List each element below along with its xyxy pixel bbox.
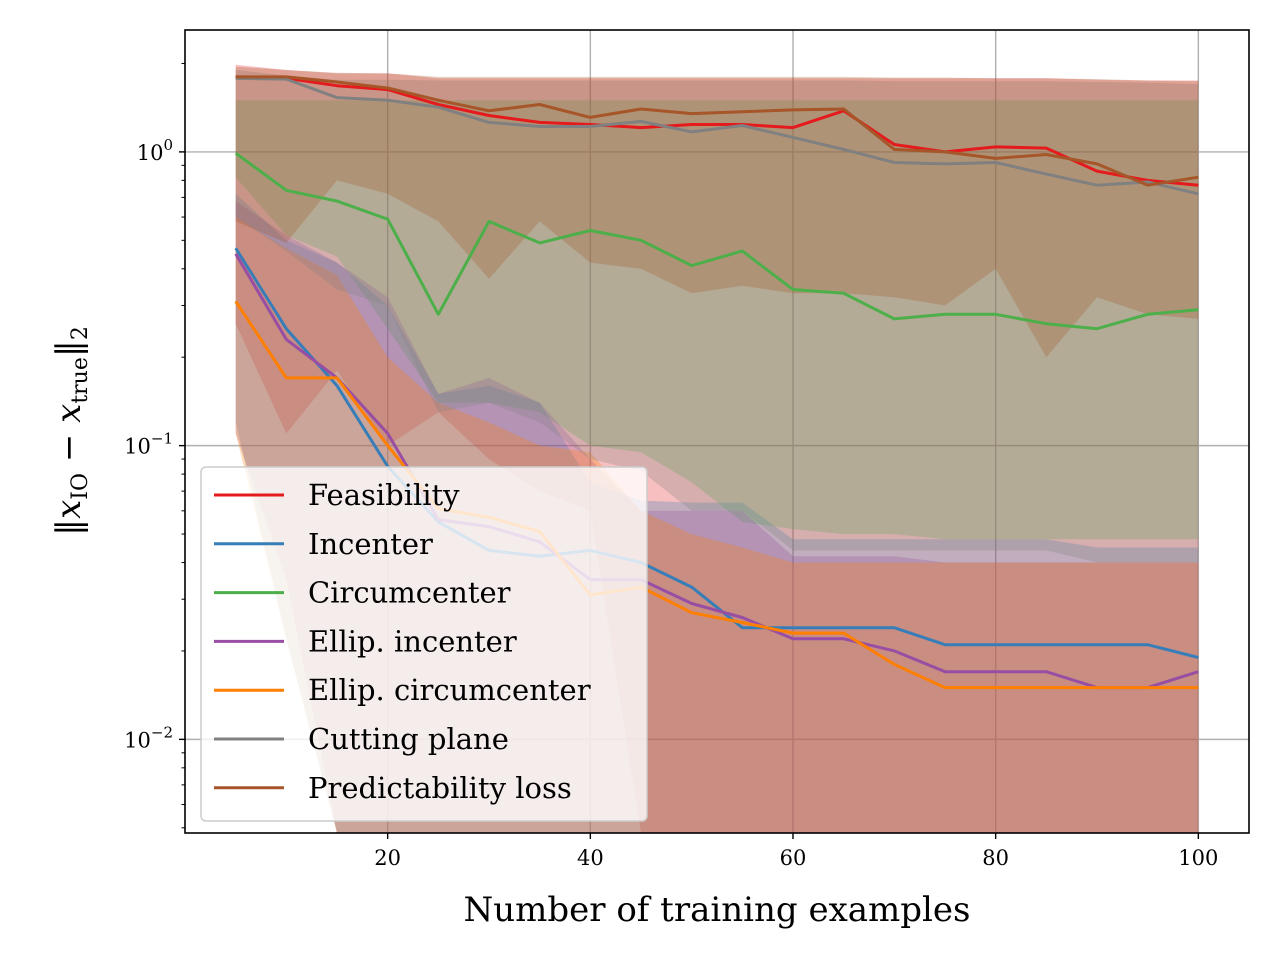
x-tick-label: 40 xyxy=(577,846,604,870)
band-feasibility xyxy=(235,64,1199,833)
line-circumcenter xyxy=(234,151,1199,331)
line-ellip-circumcenter xyxy=(234,300,1199,690)
band-circumcenter xyxy=(235,100,1199,540)
legend: Feasibility Incenter Circumcenter Ellip. in… xyxy=(200,466,648,822)
x-axis-title: Number of training examples xyxy=(463,890,970,930)
x-tick-label: 60 xyxy=(780,846,807,870)
axis-ticks: 20 40 60 80 100 10−2 10−1 100 xyxy=(124,62,1218,870)
legend-label: Predictability loss xyxy=(308,771,572,805)
legend-label: Ellip. incenter xyxy=(308,624,517,658)
legend-label: Cutting plane xyxy=(308,722,509,756)
line-predictability-loss xyxy=(235,75,1199,187)
legend-label: Ellip. circumcenter xyxy=(308,673,591,707)
legend-label: Feasibility xyxy=(308,478,460,512)
legend-label: Circumcenter xyxy=(308,576,511,610)
band-predictability-loss xyxy=(235,66,1199,358)
y-tick-label: 100 xyxy=(137,136,173,165)
line-cutting-plane xyxy=(235,76,1199,196)
y-tick-label: 10−2 xyxy=(124,723,173,752)
x-tick-label: 100 xyxy=(1178,846,1218,870)
line-ellip-incenter xyxy=(234,253,1199,690)
x-tick-label: 80 xyxy=(982,846,1009,870)
x-tick-label: 20 xyxy=(374,846,401,870)
y-axis-title: ‖xIO − xtrue‖2 xyxy=(49,326,93,536)
band-cutting-plane xyxy=(235,70,1199,563)
plot-frame xyxy=(184,29,1250,834)
y-tick-label: 10−1 xyxy=(124,430,173,459)
legend-box xyxy=(200,466,648,822)
legend-label: Incenter xyxy=(308,527,433,561)
line-feasibility xyxy=(235,75,1199,187)
